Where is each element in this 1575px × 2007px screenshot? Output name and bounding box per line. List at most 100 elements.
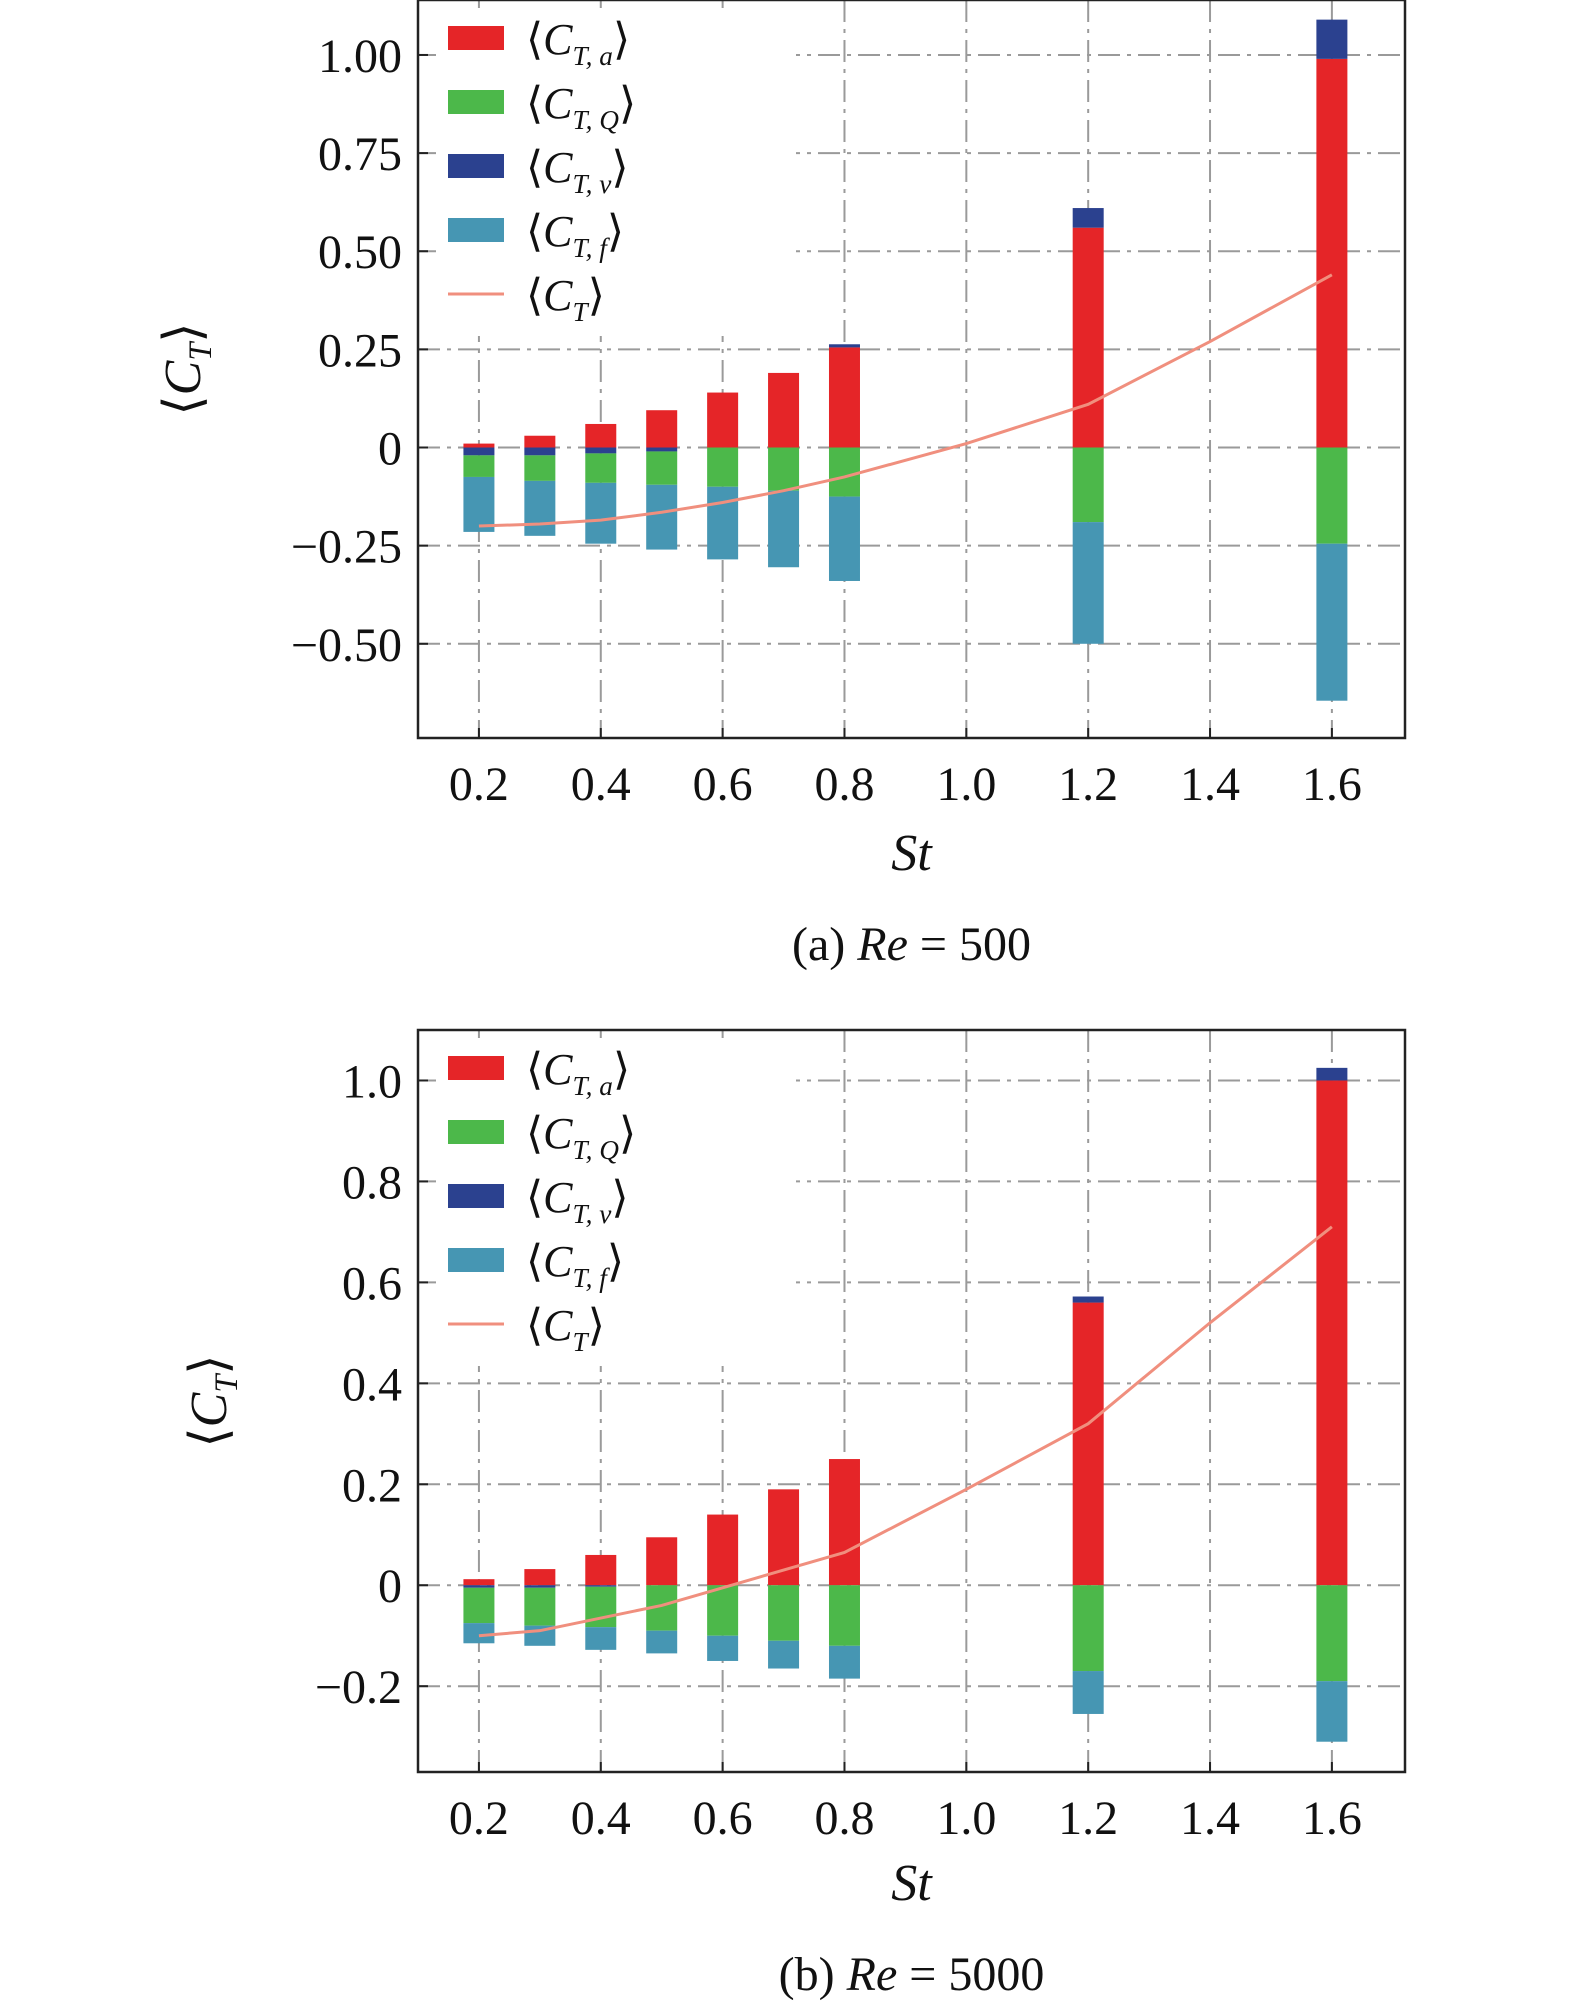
- bar-segment: [585, 423, 617, 448]
- plot-frame: [416, 0, 1407, 740]
- x-tick-label: 0.2: [449, 758, 509, 811]
- bar-segment: [524, 1569, 556, 1586]
- bar-segment: [585, 1585, 617, 1587]
- bar-segment: [1316, 19, 1348, 59]
- bar-segment: [1072, 208, 1104, 228]
- legend-label: ⟨CT, Q⟩: [526, 79, 636, 135]
- legend-label: ⟨CT, v⟩: [526, 1173, 629, 1229]
- bar-segment: [1072, 1296, 1104, 1303]
- x-tick-label: 0.8: [814, 1792, 874, 1845]
- x-tick-label: 1.4: [1180, 1792, 1240, 1845]
- bar-segment: [707, 1585, 739, 1636]
- legend-swatch: [448, 90, 504, 114]
- legend-swatch: [448, 1184, 504, 1208]
- bar-segment: [585, 453, 617, 483]
- panel-caption: (a) Re = 500: [792, 918, 1031, 971]
- x-tick-label: 0.4: [571, 758, 631, 811]
- y-tick-label: 0.2: [342, 1459, 402, 1512]
- bar-segment: [646, 484, 678, 550]
- bar-segment: [1072, 227, 1104, 448]
- legend-swatch: [448, 1120, 504, 1144]
- bar-segment: [828, 347, 860, 448]
- y-tick-label: 0.6: [342, 1257, 402, 1310]
- bar-segment: [828, 496, 860, 581]
- x-tick-label: 1.6: [1302, 1792, 1362, 1845]
- total-thrust-line: [478, 273, 1333, 528]
- x-tick-label: 0.4: [571, 1792, 631, 1845]
- bar-segment: [828, 1645, 860, 1679]
- bar-segment: [524, 1585, 556, 1588]
- bar-segment: [1316, 447, 1348, 544]
- bar-segment: [768, 1585, 800, 1641]
- bar-segment: [707, 392, 739, 448]
- bar-segment: [463, 476, 495, 532]
- x-tick-label: 0.6: [693, 758, 753, 811]
- bar-segment: [524, 435, 556, 448]
- bar-segment: [707, 447, 739, 487]
- bar-segment: [646, 451, 678, 485]
- y-tick-label: 0.75: [318, 128, 402, 181]
- bar-segment: [1316, 543, 1348, 701]
- bar-segment: [828, 1585, 860, 1646]
- y-tick-label: 0: [378, 423, 402, 476]
- bar-segment: [524, 455, 556, 481]
- bar-segment: [463, 1585, 495, 1588]
- bar-segment: [463, 1623, 495, 1644]
- bar-segment: [1072, 522, 1104, 644]
- legend-label: ⟨CT, a⟩: [526, 15, 630, 71]
- bar-segment: [707, 1635, 739, 1661]
- y-tick-label: −0.2: [315, 1661, 402, 1714]
- bar-segment: [1072, 1671, 1104, 1714]
- y-tick-label: 0.25: [318, 324, 402, 377]
- bar-segment: [768, 372, 800, 448]
- legend-label: ⟨CT, v⟩: [526, 143, 629, 199]
- bar-segment: [1316, 58, 1348, 448]
- bar-segment: [585, 1554, 617, 1586]
- bar-segment: [828, 344, 860, 348]
- legend-swatch: [448, 26, 504, 50]
- x-tick-label: 0.6: [693, 1792, 753, 1845]
- bar-segment: [585, 482, 617, 544]
- bar-segment: [524, 1587, 556, 1626]
- bar-segment: [707, 486, 739, 560]
- bar-segment: [585, 447, 617, 454]
- x-axis-title: St: [891, 1855, 933, 1912]
- bar-segment: [646, 447, 678, 452]
- chart-panel-b: 0.2 0.4 0.6 0.8 1.0 1.2 1.4 1.6 1.0 0.8 0.6 0.4 0.2 0…: [181, 1028, 1407, 2001]
- legend-swatch: [448, 154, 504, 178]
- bar-segment: [1072, 1585, 1104, 1672]
- bar-segment: [1316, 1585, 1348, 1682]
- legend-label: ⟨CT⟩: [526, 1301, 605, 1357]
- legend-swatch: [448, 1248, 504, 1272]
- bar-segment: [1316, 1080, 1348, 1586]
- bar-segment: [646, 410, 678, 448]
- bar-segment: [646, 1537, 678, 1586]
- bar-segment: [646, 1630, 678, 1654]
- legend-label: ⟨CT, a⟩: [526, 1045, 630, 1101]
- x-tick-label: 1.6: [1302, 758, 1362, 811]
- bar-segment: [1316, 1681, 1348, 1742]
- bar-segment: [768, 1640, 800, 1669]
- bar-segment: [463, 1579, 495, 1586]
- legend-label: ⟨CT, f⟩: [526, 207, 624, 263]
- bar-segment: [1072, 1302, 1104, 1586]
- y-tick-label: 1.0: [342, 1055, 402, 1108]
- legend-swatch: [448, 218, 504, 242]
- x-tick-label: 1.0: [936, 758, 996, 811]
- x-tick-label: 0.8: [814, 758, 874, 811]
- total-thrust-line: [478, 1225, 1333, 1638]
- bar-segment: [463, 455, 495, 477]
- bar-segment: [1316, 1067, 1348, 1081]
- y-tick-label: 0.8: [342, 1156, 402, 1209]
- bar-segment: [768, 490, 800, 568]
- bar-segment: [524, 447, 556, 456]
- bar-segment: [463, 447, 495, 456]
- bar-segment: [828, 1459, 860, 1586]
- legend: ⟨CT, a⟩ ⟨CT, Q⟩ ⟨CT, v⟩ ⟨CT, f⟩ ⟨CT⟩: [436, 8, 796, 336]
- y-tick-label: 0.4: [342, 1358, 402, 1411]
- x-tick-label: 1.2: [1058, 1792, 1118, 1845]
- bar-segment: [768, 447, 800, 491]
- x-axis-title: St: [891, 825, 933, 882]
- legend-label: ⟨CT, f⟩: [526, 1237, 624, 1293]
- chart-panel-a: 0.2 0.4 0.6 0.8 1.0 1.2 1.4 1.6 1.00 0.75 0.50 0.25…: [155, 0, 1407, 971]
